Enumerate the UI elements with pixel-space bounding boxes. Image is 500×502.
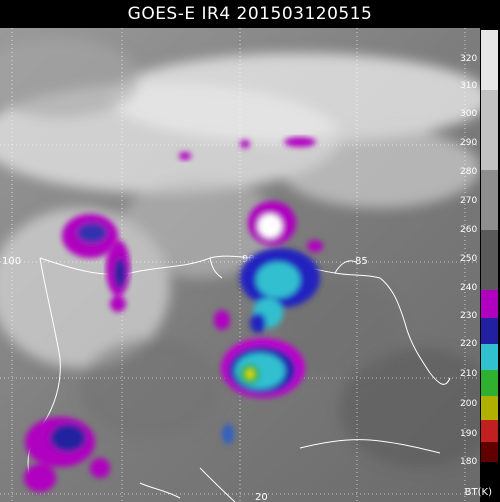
tick-190: 190 [460, 429, 477, 439]
colorbar [480, 28, 500, 502]
tick-220: 220 [460, 339, 477, 349]
cell-nw [62, 214, 118, 258]
cell-south [221, 338, 305, 444]
colorbar-darkred [481, 442, 498, 462]
convective-cells [24, 137, 323, 492]
satellite-image: 100 95 90 85 25 20 [0, 28, 500, 502]
tick-250: 250 [460, 254, 477, 264]
tick-200: 200 [460, 399, 477, 409]
tick-210: 210 [460, 369, 477, 379]
image-title-bar: GOES-E IR4 201503120515 [0, 0, 500, 28]
tick-270: 270 [460, 196, 477, 206]
colorbar-cyan [481, 344, 498, 370]
tick-240: 240 [460, 283, 477, 293]
tick-290: 290 [460, 138, 477, 148]
cell-w [106, 240, 130, 312]
tick-260: 260 [460, 225, 477, 235]
colorbar-blue [481, 318, 498, 344]
coastline-overlay [27, 255, 451, 502]
colorbar-ticks: 320 310 300 290 280 270 260 250 240 230 … [460, 54, 477, 467]
tick-320: 320 [460, 54, 477, 64]
cell-sw [24, 417, 110, 492]
tick-180: 180 [460, 457, 477, 467]
lat-label-20: 20 [255, 492, 268, 502]
tick-230: 230 [460, 311, 477, 321]
colorbar-unit-label: BT(K) [464, 487, 492, 498]
tick-280: 280 [460, 167, 477, 177]
cell-north-strip [179, 137, 316, 160]
colorbar-yellow [481, 396, 498, 420]
lon-label-90: 90 [242, 254, 255, 265]
colorbar-purple [481, 290, 498, 318]
tick-300: 300 [460, 109, 477, 119]
colorbar-red [481, 420, 498, 442]
colorbar-green [481, 370, 498, 396]
lon-label-100: 100 [2, 256, 21, 267]
tick-310: 310 [460, 81, 477, 91]
image-title: GOES-E IR4 201503120515 [127, 4, 373, 24]
cell-central [214, 201, 323, 333]
lon-label-85: 85 [355, 256, 368, 267]
